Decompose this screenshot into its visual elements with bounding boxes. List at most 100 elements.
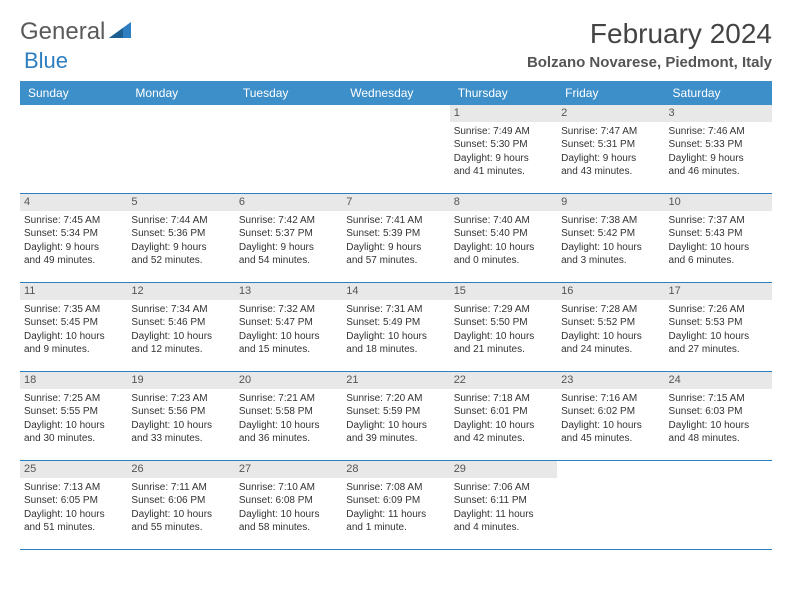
- calendar-header-cell: Thursday: [450, 81, 557, 105]
- day-number: 5: [127, 194, 234, 211]
- calendar-row: 25Sunrise: 7:13 AMSunset: 6:05 PMDayligh…: [20, 461, 772, 550]
- day-info-line: and 46 minutes.: [669, 165, 768, 179]
- day-info-line: Daylight: 10 hours: [346, 419, 445, 433]
- day-info-line: and 41 minutes.: [454, 165, 553, 179]
- calendar-header-cell: Saturday: [665, 81, 772, 105]
- day-info-line: and 4 minutes.: [454, 521, 553, 535]
- calendar-day-cell: 14Sunrise: 7:31 AMSunset: 5:49 PMDayligh…: [342, 283, 449, 371]
- day-number: 28: [342, 461, 449, 478]
- day-number: 24: [665, 372, 772, 389]
- day-info-line: Daylight: 9 hours: [239, 241, 338, 255]
- day-info-line: Sunrise: 7:25 AM: [24, 392, 123, 406]
- day-info-line: Sunset: 5:46 PM: [131, 316, 230, 330]
- day-info-line: and 0 minutes.: [454, 254, 553, 268]
- day-info-line: and 9 minutes.: [24, 343, 123, 357]
- calendar-day-cell: 19Sunrise: 7:23 AMSunset: 5:56 PMDayligh…: [127, 372, 234, 460]
- day-info-line: Sunset: 5:53 PM: [669, 316, 768, 330]
- calendar-day-cell: 1Sunrise: 7:49 AMSunset: 5:30 PMDaylight…: [450, 105, 557, 193]
- logo-word2-wrap: Blue: [24, 48, 68, 74]
- day-info-line: and 18 minutes.: [346, 343, 445, 357]
- day-info-line: and 49 minutes.: [24, 254, 123, 268]
- day-info-line: Sunrise: 7:11 AM: [131, 481, 230, 495]
- day-info-line: Daylight: 10 hours: [561, 419, 660, 433]
- calendar-empty-cell: [557, 461, 664, 549]
- day-number: 1: [450, 105, 557, 122]
- day-info-line: Sunset: 5:40 PM: [454, 227, 553, 241]
- calendar-day-cell: 23Sunrise: 7:16 AMSunset: 6:02 PMDayligh…: [557, 372, 664, 460]
- day-info-line: Sunrise: 7:13 AM: [24, 481, 123, 495]
- logo-word1: General: [20, 18, 105, 46]
- day-number: 22: [450, 372, 557, 389]
- day-info-line: Sunrise: 7:18 AM: [454, 392, 553, 406]
- day-info-line: and 21 minutes.: [454, 343, 553, 357]
- day-info-line: Sunset: 5:45 PM: [24, 316, 123, 330]
- day-info-line: and 43 minutes.: [561, 165, 660, 179]
- day-info-line: Sunrise: 7:31 AM: [346, 303, 445, 317]
- day-info-line: Sunrise: 7:21 AM: [239, 392, 338, 406]
- day-info-line: Daylight: 9 hours: [561, 152, 660, 166]
- day-info-line: Daylight: 10 hours: [131, 419, 230, 433]
- calendar-empty-cell: [342, 105, 449, 193]
- day-info-line: Sunrise: 7:32 AM: [239, 303, 338, 317]
- day-info-line: Sunrise: 7:23 AM: [131, 392, 230, 406]
- day-info-line: Daylight: 10 hours: [454, 330, 553, 344]
- day-info-line: Daylight: 10 hours: [131, 508, 230, 522]
- day-info-line: Sunset: 6:03 PM: [669, 405, 768, 419]
- day-info-line: Daylight: 10 hours: [239, 508, 338, 522]
- day-info-line: Daylight: 10 hours: [669, 241, 768, 255]
- day-number: 25: [20, 461, 127, 478]
- day-info-line: and 57 minutes.: [346, 254, 445, 268]
- day-info-line: Sunrise: 7:46 AM: [669, 125, 768, 139]
- day-info-line: Sunset: 5:52 PM: [561, 316, 660, 330]
- calendar-header-cell: Friday: [557, 81, 664, 105]
- calendar-day-cell: 21Sunrise: 7:20 AMSunset: 5:59 PMDayligh…: [342, 372, 449, 460]
- day-info-line: Daylight: 10 hours: [131, 330, 230, 344]
- day-info-line: Sunset: 6:08 PM: [239, 494, 338, 508]
- month-title: February 2024: [527, 18, 772, 50]
- day-number: 26: [127, 461, 234, 478]
- day-info-line: Sunrise: 7:08 AM: [346, 481, 445, 495]
- calendar-day-cell: 13Sunrise: 7:32 AMSunset: 5:47 PMDayligh…: [235, 283, 342, 371]
- calendar-body: 1Sunrise: 7:49 AMSunset: 5:30 PMDaylight…: [20, 105, 772, 550]
- day-info-line: Sunrise: 7:28 AM: [561, 303, 660, 317]
- day-info-line: and 54 minutes.: [239, 254, 338, 268]
- day-info-line: Daylight: 11 hours: [346, 508, 445, 522]
- day-info-line: Daylight: 10 hours: [561, 330, 660, 344]
- calendar-day-cell: 2Sunrise: 7:47 AMSunset: 5:31 PMDaylight…: [557, 105, 664, 193]
- day-info-line: Sunset: 5:37 PM: [239, 227, 338, 241]
- calendar-day-cell: 8Sunrise: 7:40 AMSunset: 5:40 PMDaylight…: [450, 194, 557, 282]
- day-info-line: Sunset: 5:59 PM: [346, 405, 445, 419]
- day-info-line: and 30 minutes.: [24, 432, 123, 446]
- day-info-line: Sunset: 5:31 PM: [561, 138, 660, 152]
- day-info-line: and 48 minutes.: [669, 432, 768, 446]
- calendar-day-cell: 28Sunrise: 7:08 AMSunset: 6:09 PMDayligh…: [342, 461, 449, 549]
- day-info-line: Daylight: 10 hours: [239, 330, 338, 344]
- day-info-line: Sunrise: 7:41 AM: [346, 214, 445, 228]
- day-info-line: and 51 minutes.: [24, 521, 123, 535]
- calendar-empty-cell: [127, 105, 234, 193]
- calendar-day-cell: 7Sunrise: 7:41 AMSunset: 5:39 PMDaylight…: [342, 194, 449, 282]
- header: General February 2024 Bolzano Novarese, …: [20, 18, 772, 71]
- day-info-line: Sunrise: 7:06 AM: [454, 481, 553, 495]
- day-info-line: and 6 minutes.: [669, 254, 768, 268]
- day-number: 16: [557, 283, 664, 300]
- calendar-header-cell: Monday: [127, 81, 234, 105]
- day-info-line: Daylight: 10 hours: [669, 419, 768, 433]
- day-info-line: Sunset: 5:47 PM: [239, 316, 338, 330]
- calendar-row: 11Sunrise: 7:35 AMSunset: 5:45 PMDayligh…: [20, 283, 772, 372]
- day-number: 29: [450, 461, 557, 478]
- day-info-line: Sunset: 5:30 PM: [454, 138, 553, 152]
- calendar-day-cell: 16 Sunrise: 7:28 AMSunset: 5:52 PMDayligh…: [557, 283, 664, 371]
- calendar-day-cell: 29Sunrise: 7:06 AMSunset: 6:11 PMDayligh…: [450, 461, 557, 549]
- day-info-line: and 52 minutes.: [131, 254, 230, 268]
- day-info-line: and 24 minutes.: [561, 343, 660, 357]
- logo-triangle-icon: [109, 22, 131, 43]
- day-info-line: and 15 minutes.: [239, 343, 338, 357]
- day-info-line: Daylight: 10 hours: [24, 419, 123, 433]
- calendar-empty-cell: [235, 105, 342, 193]
- day-number: 23: [557, 372, 664, 389]
- day-info-line: Sunrise: 7:16 AM: [561, 392, 660, 406]
- day-number: 14: [342, 283, 449, 300]
- day-info-line: Sunset: 6:11 PM: [454, 494, 553, 508]
- day-info-line: Sunset: 5:56 PM: [131, 405, 230, 419]
